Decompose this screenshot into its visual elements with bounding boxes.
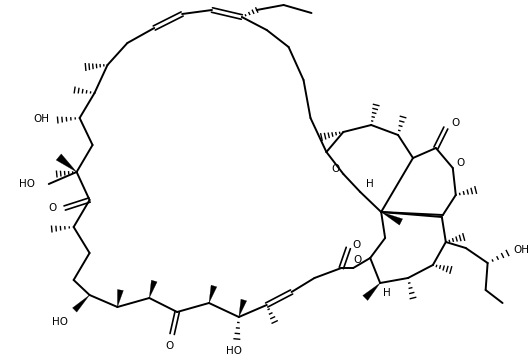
Polygon shape <box>363 283 380 300</box>
Polygon shape <box>117 290 123 307</box>
Text: HO: HO <box>52 317 68 327</box>
Polygon shape <box>73 295 90 312</box>
Text: O: O <box>49 203 57 213</box>
Polygon shape <box>209 285 217 303</box>
Text: O: O <box>452 118 460 128</box>
Text: O: O <box>331 164 339 174</box>
Text: O: O <box>165 341 173 351</box>
Polygon shape <box>381 212 402 225</box>
Text: OH: OH <box>513 245 529 255</box>
Polygon shape <box>239 299 247 317</box>
Text: O: O <box>352 240 361 250</box>
Polygon shape <box>56 154 76 172</box>
Text: HO: HO <box>19 179 35 189</box>
Text: H: H <box>383 288 391 298</box>
Text: HO: HO <box>226 346 242 356</box>
Text: O: O <box>353 255 362 265</box>
Text: H: H <box>366 179 374 189</box>
Text: O: O <box>457 158 465 168</box>
Text: OH: OH <box>34 114 50 124</box>
Polygon shape <box>149 280 157 298</box>
